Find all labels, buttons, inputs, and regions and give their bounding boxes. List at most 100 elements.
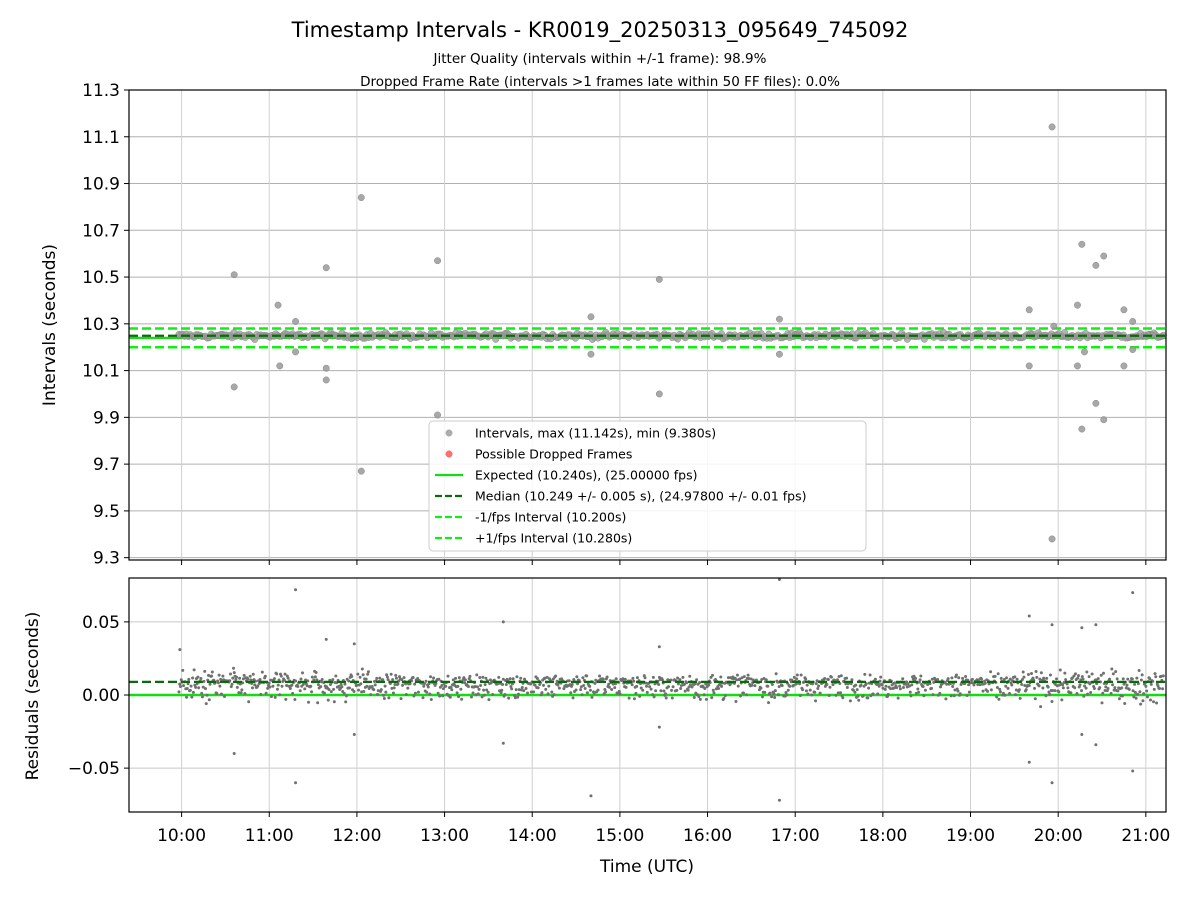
residual-point (441, 687, 445, 691)
residual-point (217, 673, 221, 677)
residual-point (814, 699, 818, 703)
residual-point (710, 696, 714, 700)
residual-point (880, 683, 884, 687)
residual-point (524, 686, 528, 690)
residual-point (474, 693, 478, 697)
residual-point (967, 690, 971, 694)
residual-point (995, 695, 999, 699)
residual-point (1145, 689, 1149, 693)
residual-point (1022, 675, 1026, 679)
residual-point (182, 684, 186, 688)
residual-point (1144, 684, 1148, 688)
residual-point (429, 675, 433, 679)
residual-point (837, 674, 841, 678)
interval-outlier (274, 301, 282, 309)
residual-point (687, 685, 691, 689)
residual-point (391, 678, 395, 682)
residual-point (693, 682, 697, 686)
residual-point (714, 687, 718, 691)
residual-point (480, 695, 484, 699)
residual-point (275, 672, 279, 676)
residual-point (768, 691, 772, 695)
residual-point (460, 697, 464, 701)
residual-point (310, 675, 314, 679)
residual-point (648, 685, 652, 689)
residual-point (697, 695, 701, 699)
residual-point (399, 697, 403, 701)
residual-point (187, 677, 191, 681)
residual-point (361, 673, 365, 677)
intervals-y-tick-label: 9.3 (93, 549, 120, 569)
residual-point (326, 698, 330, 702)
residual-point (1061, 683, 1065, 687)
residual-point (611, 682, 615, 686)
residual-point (1078, 683, 1082, 687)
interval-outlier (357, 194, 365, 202)
residual-point (844, 682, 848, 686)
residual-outlier (777, 577, 781, 581)
residual-point (624, 685, 628, 689)
residual-point (232, 671, 236, 675)
residual-point (1161, 674, 1165, 678)
intervals-y-axis-label: Intervals (seconds) (40, 244, 60, 406)
residual-point (634, 691, 638, 695)
residual-point (801, 688, 805, 692)
residual-point (177, 690, 181, 694)
interval-outlier (655, 275, 663, 283)
residual-point (1004, 684, 1008, 688)
residual-point (695, 678, 699, 682)
residual-outlier (1094, 743, 1098, 747)
residual-point (635, 676, 639, 680)
residual-point (554, 674, 558, 678)
legend-marker (445, 450, 453, 458)
interval-outlier (292, 318, 300, 325)
residual-point (529, 690, 533, 694)
residual-point (477, 687, 481, 691)
residual-point (463, 681, 467, 685)
residual-point (764, 678, 768, 682)
residual-point (355, 683, 359, 687)
residual-point (463, 678, 467, 682)
residual-point (190, 695, 194, 699)
intervals-plot-frame (128, 89, 1167, 561)
residual-point (340, 685, 344, 689)
interval-outlier (434, 257, 442, 265)
residual-point (1124, 686, 1128, 690)
residual-point (247, 700, 251, 704)
residual-point (1060, 698, 1064, 702)
residual-point (613, 682, 617, 686)
residual-point (767, 701, 771, 705)
residual-point (210, 670, 214, 674)
residual-point (508, 677, 512, 681)
residual-point (1159, 674, 1163, 678)
residual-point (723, 694, 727, 698)
residual-point (485, 688, 489, 692)
residual-point (373, 683, 377, 687)
residual-point (1076, 674, 1080, 678)
residual-point (1139, 678, 1143, 682)
residual-point (621, 677, 625, 681)
residual-point (986, 689, 990, 693)
residual-point (547, 684, 551, 688)
residual-point (1152, 700, 1156, 704)
residual-point (299, 677, 303, 681)
residual-point (1126, 677, 1130, 681)
residual-point (1082, 694, 1086, 698)
residuals-y-tick-label: 0.05 (82, 613, 120, 633)
residual-point (258, 678, 262, 682)
residual-point (861, 694, 865, 698)
residual-point (871, 692, 875, 696)
residual-point (366, 672, 370, 676)
residual-point (544, 687, 548, 691)
residual-point (814, 682, 818, 686)
residual-point (1027, 684, 1031, 688)
residual-point (644, 681, 648, 685)
residual-point (533, 683, 537, 687)
residual-point (932, 680, 936, 684)
residual-point (582, 683, 586, 687)
residual-point (679, 687, 683, 691)
residual-point (532, 690, 536, 694)
residual-point (1047, 690, 1051, 694)
residual-point (845, 686, 849, 690)
residual-point (777, 685, 781, 689)
